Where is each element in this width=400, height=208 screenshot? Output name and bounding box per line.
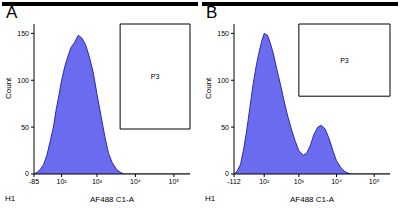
html-text:H1: H1 <box>5 194 16 203</box>
svg-text:50: 50 <box>21 124 29 131</box>
svg-text:0: 0 <box>25 170 29 177</box>
svg-text:10²: 10² <box>259 178 270 185</box>
svg-text:50: 50 <box>221 124 229 131</box>
svg-text:10⁵: 10⁵ <box>169 178 180 185</box>
svg-text:0: 0 <box>225 170 229 177</box>
html-text:A: A <box>6 3 18 22</box>
svg-text:P3: P3 <box>151 73 160 80</box>
svg-text:100: 100 <box>17 77 29 84</box>
html-text:H1: H1 <box>205 194 216 203</box>
svg-text:10⁴: 10⁴ <box>331 178 342 185</box>
svg-text:10³: 10³ <box>294 178 305 185</box>
svg-text:10²: 10² <box>57 178 68 185</box>
svg-text:10³: 10³ <box>92 178 103 185</box>
svg-text:AF488 C1-A: AF488 C1-A <box>90 195 135 204</box>
svg-text:P3: P3 <box>340 57 349 64</box>
svg-text:100: 100 <box>217 77 229 84</box>
svg-text:150: 150 <box>217 30 229 37</box>
svg-text:Count: Count <box>204 77 213 99</box>
svg-text:10⁵: 10⁵ <box>369 178 380 185</box>
svg-text:-112: -112 <box>227 178 241 185</box>
svg-text:150: 150 <box>17 30 29 37</box>
svg-text:-85: -85 <box>29 178 39 185</box>
svg-text:AF488 C1-A: AF488 C1-A <box>290 195 335 204</box>
svg-text:10⁴: 10⁴ <box>130 178 141 185</box>
html-text:B: B <box>206 3 218 22</box>
svg-text:Count: Count <box>8 77 13 99</box>
